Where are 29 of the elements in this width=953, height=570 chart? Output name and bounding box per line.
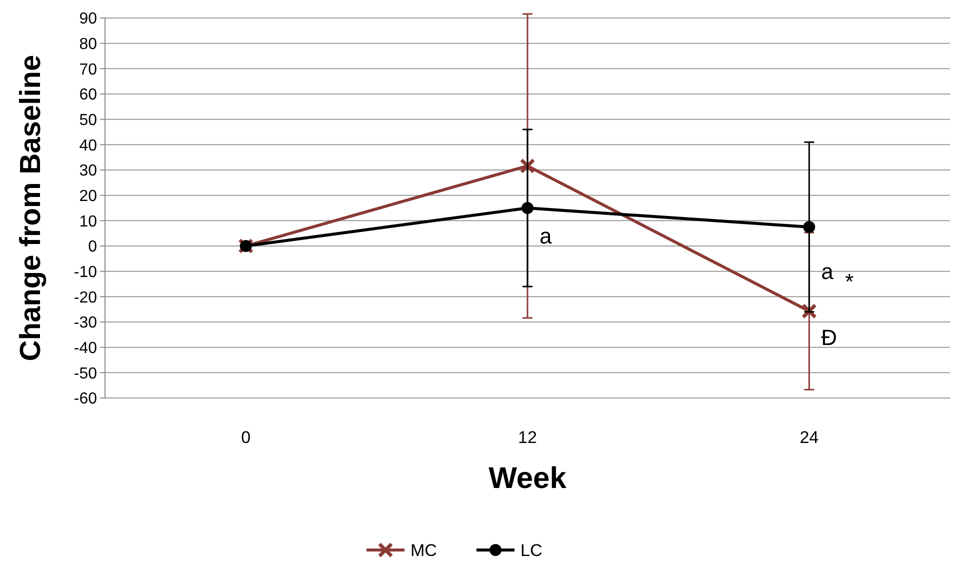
annotation: *	[845, 269, 854, 294]
annotation: Đ	[821, 324, 838, 350]
y-tick-label: -20	[74, 289, 98, 306]
annotation: a	[821, 259, 834, 284]
y-tick-label: 20	[79, 188, 98, 205]
y-tick-label: -40	[74, 340, 98, 357]
y-tick-label: 30	[79, 162, 98, 180]
x-axis-title: Week	[488, 462, 567, 495]
y-tick-label: 40	[79, 137, 98, 154]
legend-label: MC	[410, 540, 437, 560]
y-tick-label: 10	[79, 213, 98, 230]
y-tick-label: 60	[79, 86, 98, 104]
y-tick-label: 70	[79, 61, 98, 78]
legend-label: LC	[520, 540, 542, 560]
x-tick-label: 12	[518, 428, 537, 447]
y-tick-label: -10	[74, 264, 98, 281]
x-tick-label: 0	[241, 428, 251, 447]
y-tick-label: -30	[74, 314, 98, 332]
y-axis-title: Change from Baseline	[15, 54, 47, 362]
y-tick-label: -60	[74, 390, 98, 408]
y-tick-label: -50	[74, 365, 98, 382]
x-tick-label: 24	[800, 428, 819, 447]
point	[522, 202, 534, 214]
y-tick-label: 50	[79, 112, 98, 129]
annotation: a	[540, 224, 552, 249]
y-tick-label: 90	[79, 10, 98, 28]
y-tick-label: 80	[79, 36, 98, 53]
point	[803, 221, 816, 233]
y-tick-label: 0	[88, 238, 98, 256]
